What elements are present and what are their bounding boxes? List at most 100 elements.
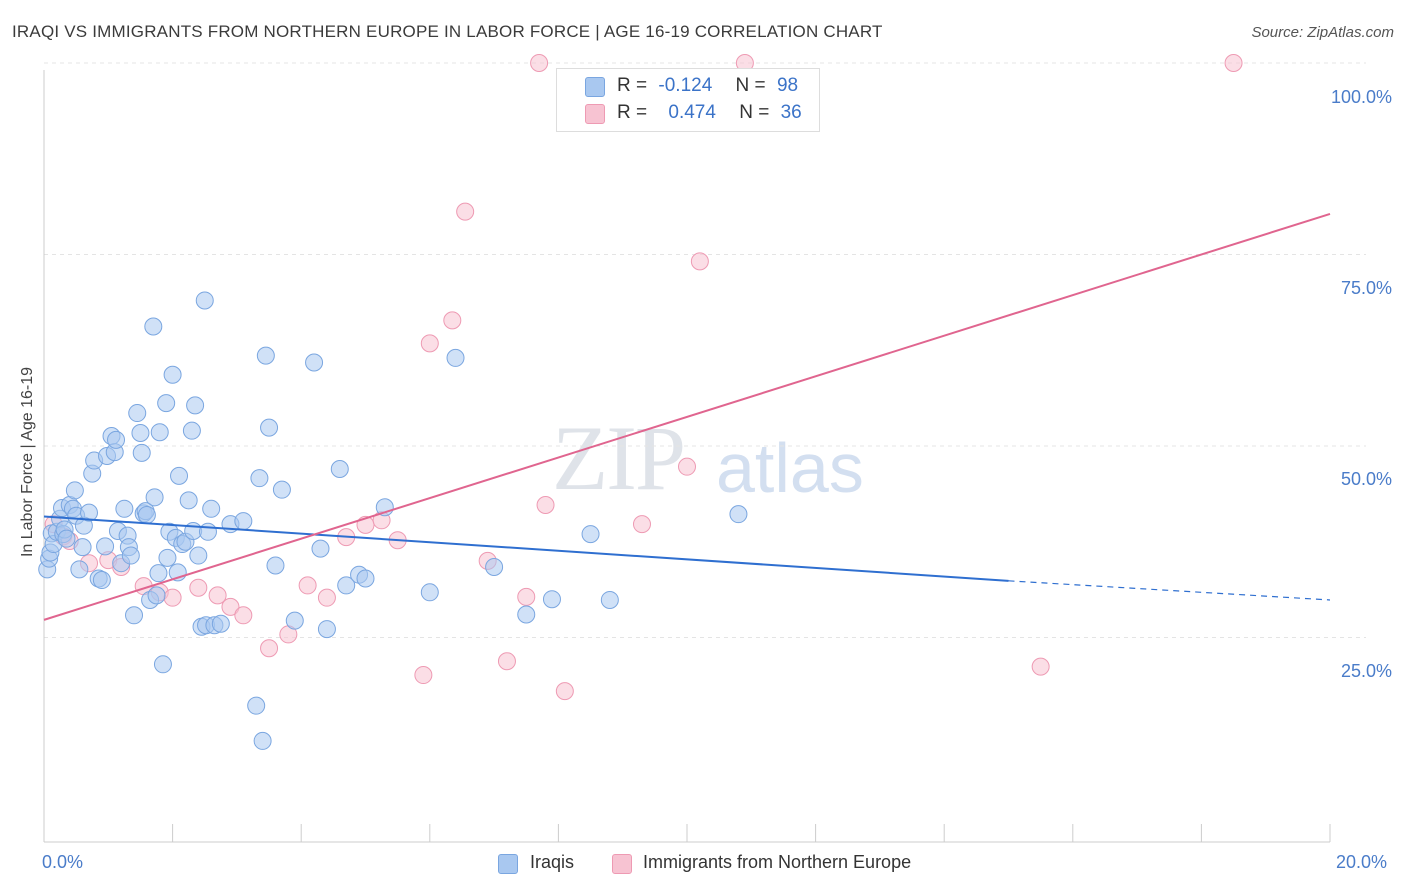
point-iraqi	[131, 423, 150, 442]
point-iraqi	[485, 558, 504, 577]
point-northern-europe	[456, 202, 475, 221]
point-iraqi	[517, 605, 536, 624]
point-northern-europe	[234, 606, 253, 625]
x-tick-label: 0.0%	[42, 852, 84, 872]
point-iraqi	[186, 396, 205, 415]
point-iraqi	[600, 590, 619, 609]
point-northern-europe	[317, 588, 336, 607]
point-iraqi	[150, 423, 169, 442]
point-iraqi	[305, 353, 324, 372]
source-label: Source: ZipAtlas.com	[1251, 24, 1394, 41]
point-iraqi	[202, 499, 221, 518]
point-iraqi	[285, 611, 304, 630]
point-iraqi	[179, 491, 198, 510]
point-iraqi	[65, 481, 84, 500]
point-northern-europe	[632, 515, 651, 534]
point-iraqi	[170, 466, 189, 485]
point-iraqi	[211, 614, 230, 633]
point-iraqi	[92, 571, 111, 590]
y-tick-label: 100.0%	[1330, 87, 1392, 107]
point-iraqi	[137, 505, 156, 524]
r-value: 0.474	[668, 102, 716, 123]
point-iraqi	[272, 480, 291, 499]
northern-europe-swatch	[585, 104, 605, 124]
point-iraqi	[446, 348, 465, 367]
point-iraqi	[256, 346, 275, 365]
point-iraqi	[158, 548, 177, 567]
series-northern-europe-points	[44, 54, 1243, 701]
iraqi-legend-swatch	[498, 854, 518, 874]
y-tick-label: 50.0%	[1340, 469, 1392, 489]
point-iraqi	[195, 291, 214, 310]
point-northern-europe	[189, 578, 208, 597]
point-iraqi	[96, 537, 115, 556]
point-iraqi	[542, 590, 561, 609]
point-northern-europe	[1224, 54, 1243, 72]
grid-lines	[44, 62, 1366, 638]
chart-title: IRAQI VS IMMIGRANTS FROM NORTHERN EUROPE…	[12, 22, 883, 41]
point-northern-europe	[221, 597, 240, 616]
point-iraqi	[337, 576, 356, 595]
point-iraqi	[121, 546, 140, 565]
point-northern-europe	[163, 588, 182, 607]
trend-lines	[43, 212, 1331, 621]
point-iraqi	[132, 443, 151, 462]
trend-line-northern-europe	[43, 212, 1331, 621]
legend-iraqis: Iraqis	[530, 852, 575, 872]
n-value: 98	[776, 75, 799, 96]
point-iraqi	[147, 586, 166, 605]
point-iraqi	[250, 469, 269, 488]
point-northern-europe	[414, 666, 433, 685]
point-iraqi	[266, 556, 285, 575]
n-value: 36	[780, 102, 802, 123]
point-iraqi	[73, 538, 92, 557]
point-iraqi	[317, 620, 336, 639]
point-northern-europe	[260, 639, 279, 658]
northern-europe-legend-swatch	[612, 854, 632, 874]
point-iraqi	[57, 529, 76, 548]
point-iraqi	[260, 418, 279, 437]
iraqi-swatch	[585, 77, 605, 97]
correlation-legend: R = -0.124 N = 98 R = 0.474 N = 36	[556, 68, 820, 132]
point-iraqi	[149, 564, 168, 583]
point-iraqi	[163, 365, 182, 384]
legend-row-iraqis: R = -0.124 N = 98	[617, 75, 798, 97]
point-northern-europe	[443, 311, 462, 330]
point-iraqi	[234, 512, 253, 531]
y-tick-label: 75.0%	[1340, 278, 1392, 298]
watermark-atlas: atlas	[716, 429, 864, 507]
point-northern-europe	[1031, 657, 1050, 676]
trend-line-iraqis	[43, 515, 1009, 582]
trend-line-iraqis-extension	[1008, 580, 1331, 601]
point-iraqi	[253, 731, 272, 750]
point-iraqi	[189, 546, 208, 565]
point-iraqi	[70, 560, 89, 579]
point-iraqi	[311, 539, 330, 558]
r-label: R =	[617, 75, 648, 96]
point-iraqi	[247, 696, 266, 715]
x-tick-label: 20.0%	[1336, 852, 1388, 872]
point-northern-europe	[690, 252, 709, 271]
axes	[43, 70, 1331, 843]
y-axis-label: In Labor Force | Age 16-19	[19, 366, 36, 558]
point-northern-europe	[555, 682, 574, 701]
legend-row-northern-europe: R = 0.474 N = 36	[617, 102, 802, 124]
point-iraqi	[128, 404, 147, 423]
point-iraqi	[153, 655, 172, 674]
point-iraqi	[330, 459, 349, 478]
point-northern-europe	[420, 334, 439, 353]
point-iraqi	[125, 606, 144, 625]
y-tick-label: 25.0%	[1340, 661, 1392, 681]
point-northern-europe	[536, 495, 555, 514]
point-iraqi	[80, 503, 99, 522]
point-iraqi	[157, 394, 176, 413]
point-northern-europe	[208, 586, 227, 605]
point-iraqi	[182, 421, 201, 440]
legend-northern-europe: Immigrants from Northern Europe	[643, 852, 912, 872]
point-iraqi	[115, 499, 134, 518]
point-iraqi	[198, 522, 217, 541]
point-iraqi	[144, 317, 163, 336]
point-northern-europe	[517, 587, 536, 606]
point-iraqi	[107, 430, 126, 449]
